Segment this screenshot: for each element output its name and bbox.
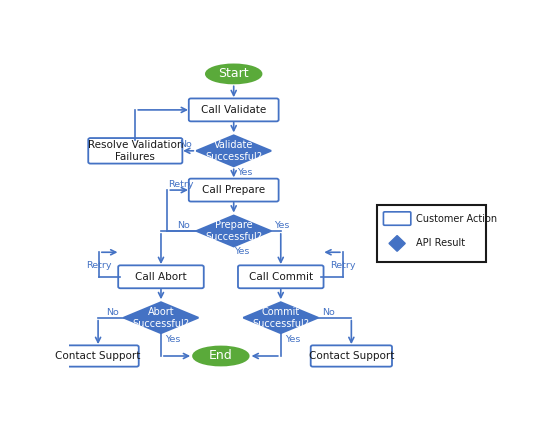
Polygon shape	[197, 135, 271, 166]
Text: Yes: Yes	[233, 247, 249, 256]
FancyBboxPatch shape	[189, 99, 279, 122]
Text: Yes: Yes	[165, 335, 181, 344]
Ellipse shape	[193, 346, 248, 366]
Text: No: No	[107, 308, 119, 317]
FancyBboxPatch shape	[377, 205, 486, 262]
Text: Retry: Retry	[86, 261, 112, 270]
Text: Call Commit: Call Commit	[249, 272, 313, 282]
FancyBboxPatch shape	[189, 178, 279, 201]
Text: Prepare
Successful?: Prepare Successful?	[205, 220, 262, 242]
Text: Resolve Validation
Failures: Resolve Validation Failures	[88, 140, 183, 162]
Text: Abort
Successful?: Abort Successful?	[132, 307, 189, 329]
Text: Validate
Successful?: Validate Successful?	[205, 140, 262, 162]
Text: No: No	[177, 221, 190, 230]
Text: Yes: Yes	[274, 221, 289, 230]
Text: Call Validate: Call Validate	[201, 105, 266, 115]
FancyBboxPatch shape	[118, 265, 204, 288]
FancyBboxPatch shape	[57, 346, 139, 367]
FancyBboxPatch shape	[88, 138, 182, 164]
Text: No: No	[179, 140, 192, 150]
Polygon shape	[124, 302, 198, 333]
Text: End: End	[209, 349, 233, 363]
Text: Commit
Successful?: Commit Successful?	[252, 307, 309, 329]
FancyBboxPatch shape	[384, 212, 411, 225]
Polygon shape	[389, 235, 405, 251]
Text: Call Abort: Call Abort	[135, 272, 187, 282]
Text: Retry: Retry	[168, 180, 194, 189]
Text: Yes: Yes	[237, 168, 252, 177]
FancyBboxPatch shape	[311, 346, 392, 367]
FancyBboxPatch shape	[238, 265, 323, 288]
Polygon shape	[197, 215, 271, 246]
Text: API Result: API Result	[416, 238, 465, 249]
Text: Contact Support: Contact Support	[55, 351, 141, 361]
Ellipse shape	[206, 65, 262, 83]
Text: Call Prepare: Call Prepare	[202, 185, 266, 195]
Text: Yes: Yes	[285, 335, 300, 344]
Text: Retry: Retry	[331, 261, 356, 270]
Text: Customer Action: Customer Action	[416, 213, 497, 224]
Polygon shape	[243, 302, 318, 333]
Text: No: No	[322, 308, 335, 317]
Text: Contact Support: Contact Support	[309, 351, 394, 361]
Text: Start: Start	[219, 68, 249, 80]
